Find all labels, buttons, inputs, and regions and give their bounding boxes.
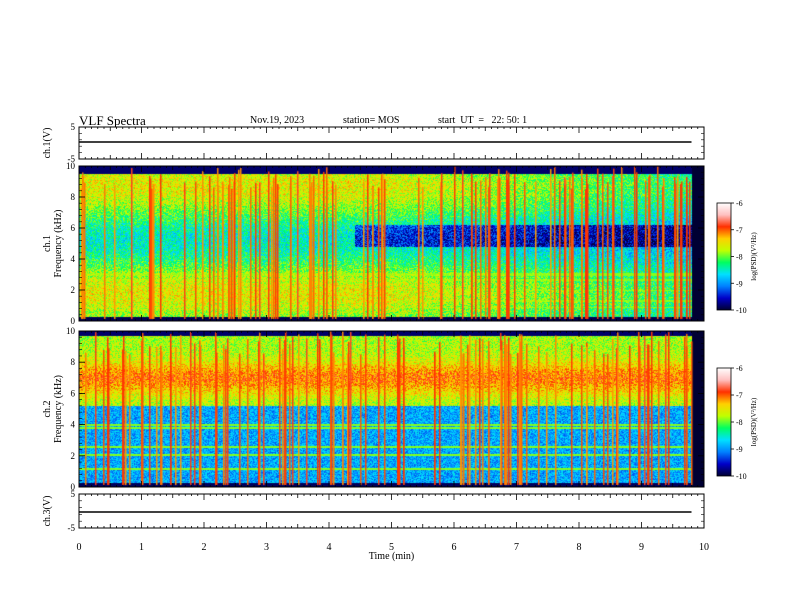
ch3-waveform-ytick-label: 5 bbox=[71, 489, 76, 499]
ch2-spectrogram-image bbox=[79, 331, 704, 487]
ch2-spectrogram-ytick-label: 0 bbox=[71, 482, 76, 492]
ch1-spectrogram-ylabel: ch.1 bbox=[42, 235, 53, 252]
ch1-spectrogram-colorbar-tick: -9 bbox=[736, 279, 743, 288]
ch1-spectrogram-colorbar-tick: -6 bbox=[736, 199, 743, 208]
header-station: station= MOS bbox=[343, 115, 400, 126]
ch1-spectrogram-image bbox=[79, 166, 704, 321]
x-tick-label: 3 bbox=[264, 542, 269, 553]
x-tick-label: 8 bbox=[577, 542, 582, 553]
x-tick-label: 6 bbox=[452, 542, 457, 553]
ch2-spectrogram-colorbar bbox=[716, 367, 732, 477]
ch1-waveform-ytick-label: 5 bbox=[71, 122, 76, 132]
ch1-spectrogram-colorbar-tick: -7 bbox=[736, 226, 743, 235]
ch1-spectrogram-colorbar-tick: -10 bbox=[736, 306, 747, 315]
header-date: Nov.19, 2023 bbox=[250, 115, 305, 126]
ch1-spectrogram-ylabel: Frequency (kHz) bbox=[53, 209, 64, 277]
chart-title: VLF Spectra bbox=[79, 113, 146, 128]
x-tick-label: 5 bbox=[389, 542, 394, 553]
ch2-spectrogram-ylabel: ch.2 bbox=[42, 401, 53, 418]
x-tick-label: 7 bbox=[514, 542, 519, 553]
ch2-spectrogram-ytick-label: 2 bbox=[71, 451, 76, 461]
ch1-spectrogram-colorbar bbox=[716, 202, 732, 311]
ch1-spectrogram-ytick-label: 0 bbox=[71, 316, 76, 326]
ch2-spectrogram-ytick-label: 6 bbox=[71, 388, 76, 398]
ch1-waveform-ytick-label: -5 bbox=[68, 154, 76, 164]
ch2-spectrogram-ytick-label: 4 bbox=[71, 420, 76, 430]
header-start-time: start UT = 22: 50: 1 bbox=[438, 115, 528, 126]
ch1-spectrogram-colorbar-label: log(PSD)(V²/Hz) bbox=[750, 232, 758, 281]
ch1-spectrogram-ytick-label: 4 bbox=[71, 254, 76, 264]
ch2-spectrogram-colorbar-tick: -6 bbox=[736, 364, 743, 373]
x-tick-label: 10 bbox=[699, 542, 709, 553]
ch1-spectrogram-ytick-label: 2 bbox=[71, 285, 76, 295]
ch3-waveform-ytick-label: -5 bbox=[68, 523, 76, 533]
ch1-spectrogram-ytick-label: 8 bbox=[71, 192, 76, 202]
x-tick-label: 0 bbox=[77, 542, 82, 553]
ch2-spectrogram-colorbar-label: log(PSD)(V²/Hz) bbox=[750, 397, 758, 446]
ch1-spectrogram-ytick-label: 6 bbox=[71, 223, 76, 233]
ch3-waveform-ylabel: ch.3(V) bbox=[42, 496, 53, 527]
ch2-spectrogram-colorbar-tick: -9 bbox=[736, 445, 743, 454]
x-tick-label: 9 bbox=[639, 542, 644, 553]
ch2-spectrogram-colorbar-tick: -7 bbox=[736, 391, 743, 400]
ch1-waveform-ylabel: ch.1(V) bbox=[42, 128, 53, 159]
x-tick-label: 2 bbox=[202, 542, 207, 553]
ch2-spectrogram-ylabel: Frequency (kHz) bbox=[53, 375, 64, 443]
x-axis-label: Time (min) bbox=[369, 551, 414, 562]
ch2-spectrogram-colorbar-tick: -8 bbox=[736, 418, 743, 427]
ch1-spectrogram-ytick-label: 10 bbox=[66, 161, 76, 171]
x-tick-label: 4 bbox=[327, 542, 332, 553]
x-tick-label: 1 bbox=[139, 542, 144, 553]
ch2-spectrogram-ytick-label: 10 bbox=[66, 326, 76, 336]
ch2-spectrogram-colorbar-tick: -10 bbox=[736, 472, 747, 481]
ch2-spectrogram-ytick-label: 8 bbox=[71, 357, 76, 367]
ch1-spectrogram-colorbar-tick: -8 bbox=[736, 253, 743, 262]
